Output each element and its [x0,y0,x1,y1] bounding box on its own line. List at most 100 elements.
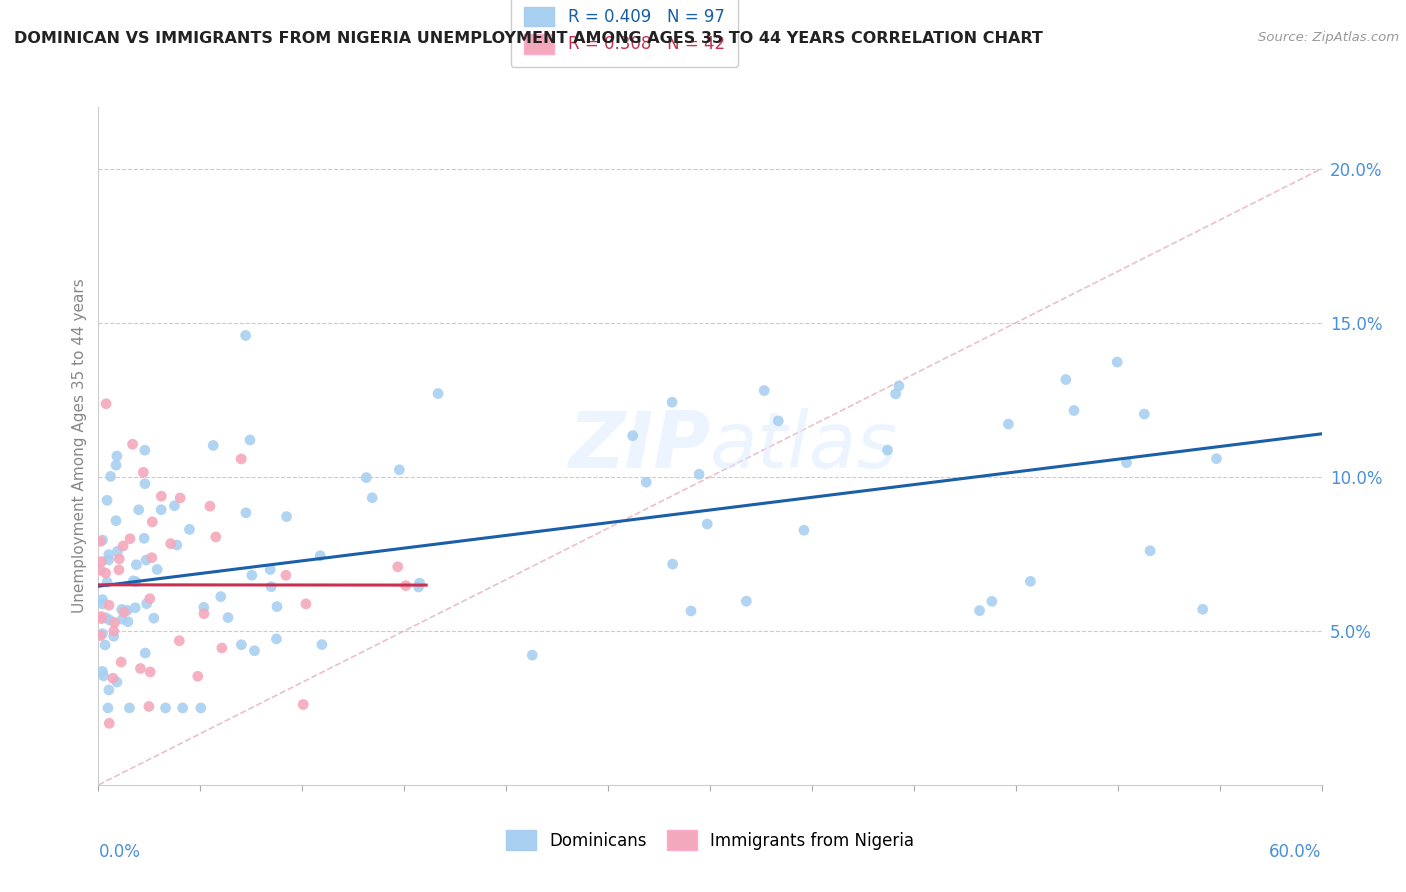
Point [91,592,114,607]
Point [94,397,117,411]
Point [198,499,221,513]
Point [89,534,111,549]
Point [309,549,332,563]
Point [125,574,148,589]
Point [108,563,131,577]
Point [169,633,191,648]
Point [172,701,194,715]
Point [134,646,156,660]
Point [89,629,111,643]
Point [231,451,253,466]
Point [768,414,790,428]
Point [91,626,114,640]
Point [235,506,257,520]
Point [111,602,134,616]
Text: Source: ZipAtlas.com: Source: ZipAtlas.com [1258,31,1399,45]
Point [98,598,121,612]
Point [117,615,139,629]
Point [243,644,266,658]
Point [89,563,111,577]
Point [166,538,188,552]
Point [260,580,283,594]
Point [259,562,281,576]
Point [107,544,129,558]
Point [104,615,127,630]
Y-axis label: Unemployment Among Ages 35 to 44 years: Unemployment Among Ages 35 to 44 years [72,278,87,614]
Point [100,469,122,483]
Point [128,502,150,516]
Point [96,493,118,508]
Point [111,612,134,626]
Point [112,539,135,553]
Point [90,554,112,568]
Point [134,443,156,458]
Point [266,632,288,646]
Point [793,523,815,537]
Point [408,580,430,594]
Point [101,671,124,685]
Point [636,475,658,490]
Point [96,575,118,590]
Point [108,551,131,566]
Point [94,638,117,652]
Point [150,502,173,516]
Point [122,574,145,588]
Point [661,557,683,571]
Point [427,386,450,401]
Point [117,603,139,617]
Point [997,417,1019,431]
Point [735,594,758,608]
Point [688,467,710,482]
Point [187,669,209,683]
Point [94,611,117,625]
Point [94,566,117,580]
Point [1205,451,1227,466]
Point [141,550,163,565]
Point [292,698,315,712]
Point [105,675,128,690]
Point [124,600,146,615]
Text: DOMINICAN VS IMMIGRANTS FROM NIGERIA UNEMPLOYMENT AMONG AGES 35 TO 44 YEARS CORR: DOMINICAN VS IMMIGRANTS FROM NIGERIA UNE… [14,31,1043,46]
Point [266,599,288,614]
Point [1133,407,1156,421]
Point [134,531,156,545]
Point [120,532,142,546]
Point [132,466,155,480]
Point [97,553,120,567]
Point [231,638,253,652]
Point [679,604,702,618]
Point [135,597,157,611]
Point [202,438,225,452]
Point [696,516,718,531]
Point [754,384,776,398]
Text: 60.0%: 60.0% [1270,843,1322,861]
Point [276,509,298,524]
Point [104,514,127,528]
Point [139,665,162,679]
Point [274,568,297,582]
Point [311,638,333,652]
Point [1115,456,1137,470]
Legend: Dominicans, Immigrants from Nigeria: Dominicans, Immigrants from Nigeria [498,822,922,858]
Text: 0.0%: 0.0% [98,843,141,861]
Point [97,548,120,562]
Point [125,558,148,572]
Point [1139,543,1161,558]
Point [110,655,132,669]
Point [139,591,162,606]
Point [661,395,683,409]
Point [155,701,177,715]
Point [91,597,114,611]
Point [159,536,181,550]
Point [97,701,120,715]
Point [980,594,1002,608]
Point [1191,602,1213,616]
Point [105,449,128,463]
Point [91,533,114,547]
Point [209,590,232,604]
Point [876,443,898,458]
Point [395,579,418,593]
Point [193,600,215,615]
Point [1063,403,1085,417]
Point [93,669,115,683]
